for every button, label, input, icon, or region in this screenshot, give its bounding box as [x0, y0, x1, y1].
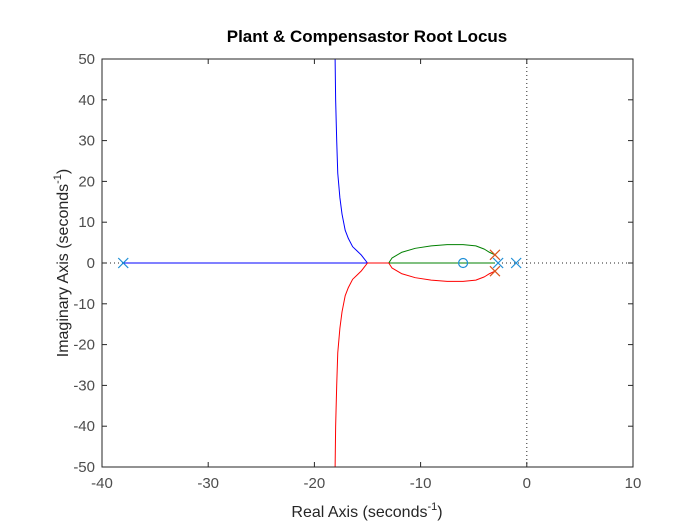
y-tick-label: 30: [78, 133, 95, 150]
y-tick-label: -10: [73, 296, 95, 313]
y-axis-label: Imaginary Axis (seconds-1): [52, 169, 72, 358]
x-tick-label: 0: [523, 475, 531, 492]
x-tick-label: 10: [625, 475, 642, 492]
chart-title: Plant & Compensastor Root Locus: [227, 27, 508, 46]
x-tick-label: -20: [304, 475, 326, 492]
y-tick-label: -20: [73, 337, 95, 354]
y-tick-label: -40: [73, 418, 95, 435]
y-tick-label: 20: [78, 173, 95, 190]
x-tick-label: -30: [197, 475, 219, 492]
x-axis-label: Real Axis (seconds-1): [291, 501, 442, 521]
y-tick-label: 40: [78, 92, 95, 109]
y-tick-label: 0: [87, 255, 95, 272]
y-tick-label: 10: [78, 214, 95, 231]
y-tick-label: -50: [73, 459, 95, 476]
y-tick-label: -30: [73, 377, 95, 394]
x-tick-label: -40: [91, 475, 113, 492]
y-tick-label: 50: [78, 51, 95, 68]
x-tick-label: -10: [410, 475, 432, 492]
